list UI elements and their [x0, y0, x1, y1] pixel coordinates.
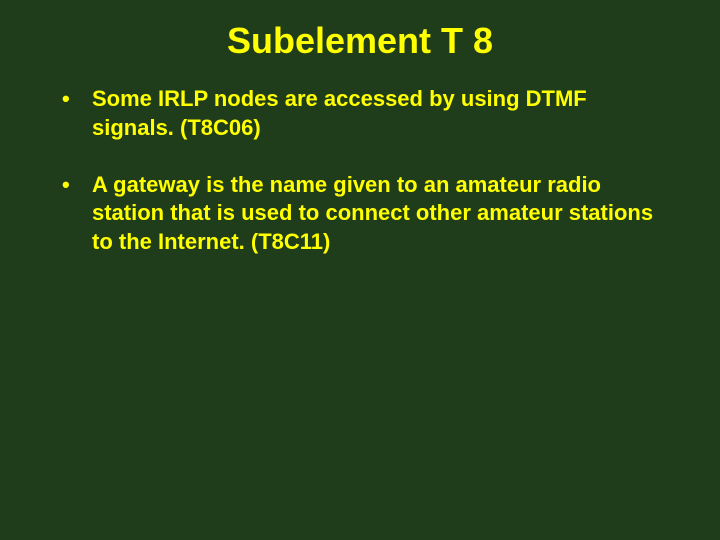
list-item: Some IRLP nodes are accessed by using DT… [48, 85, 672, 142]
slide: Subelement T 8 Some IRLP nodes are acces… [0, 0, 720, 540]
slide-title: Subelement T 8 [48, 20, 672, 61]
list-item: A gateway is the name given to an amateu… [48, 171, 672, 257]
bullet-list: Some IRLP nodes are accessed by using DT… [48, 85, 672, 256]
